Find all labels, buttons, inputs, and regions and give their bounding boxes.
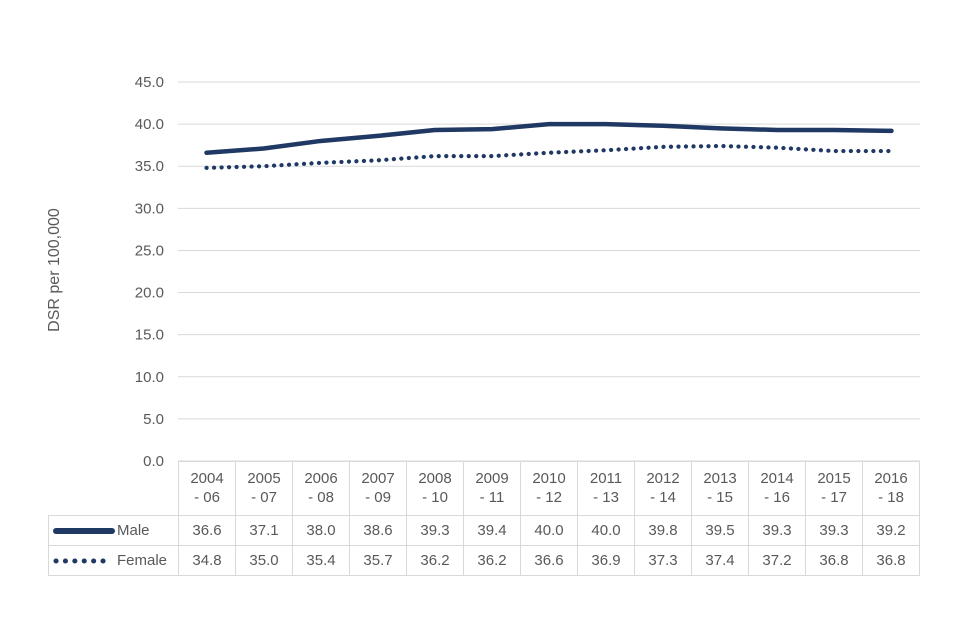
year-header-cell: 2014- 16 [748, 461, 806, 516]
value-cell: 36.8 [805, 545, 863, 576]
year-header-cell: 2013- 15 [691, 461, 749, 516]
series-line-male [204, 121, 894, 155]
value-cell: 39.5 [691, 515, 749, 546]
female-row: Female 34.8 35.0 35.4 35.7 36.2 36.2 36.6 36.9 37… [48, 545, 920, 576]
female-dotted-line-marker [53, 558, 115, 563]
value-cell: 40.0 [577, 515, 635, 546]
y-axis-tick-label: 25.0 [135, 242, 164, 259]
y-axis-tick-label: 20.0 [135, 285, 164, 302]
table-corner-cell [49, 462, 179, 516]
value-cell: 37.4 [691, 545, 749, 576]
value-cell: 39.3 [748, 515, 806, 546]
y-axis-tick-label: 0.0 [143, 453, 164, 470]
value-cell: 34.8 [178, 545, 236, 576]
value-cell: 35.0 [235, 545, 293, 576]
legend-label-female: Female [117, 552, 168, 569]
year-header-cell: 2008- 10 [406, 461, 464, 516]
legend-label-male: Male [117, 522, 150, 539]
year-header-cell: 2016- 18 [862, 461, 920, 516]
year-header-cell: 2015- 17 [805, 461, 863, 516]
value-cell: 39.3 [406, 515, 464, 546]
value-cell: 39.3 [805, 515, 863, 546]
value-cell: 35.7 [349, 545, 407, 576]
y-axis-tick-label: 40.0 [135, 116, 164, 133]
value-cell: 38.6 [349, 515, 407, 546]
value-cell: 39.2 [862, 515, 920, 546]
value-cell: 37.3 [634, 545, 692, 576]
y-axis-tick-label: 45.0 [135, 74, 164, 91]
series-line-female [204, 143, 894, 171]
value-cell: 35.4 [292, 545, 350, 576]
year-header-cell: 2011- 13 [577, 461, 635, 516]
table-header-row: 2004- 06 2005- 07 2006- 08 2007- 09 2008- 10… [49, 461, 920, 516]
year-header-cell: 2010- 12 [520, 461, 578, 516]
year-header-cell: 2012- 14 [634, 461, 692, 516]
y-axis-tick-label: 10.0 [135, 369, 164, 386]
value-cell: 39.8 [634, 515, 692, 546]
male-row: Male 36.6 37.1 38.0 38.6 39.3 39.4 40.0 40.0 39.8… [48, 515, 920, 546]
y-axis-tick-label: 30.0 [135, 200, 164, 217]
y-axis-tick-label: 35.0 [135, 158, 164, 175]
value-cell: 36.8 [862, 545, 920, 576]
value-cell: 36.2 [406, 545, 464, 576]
year-header-cell: 2007- 09 [349, 461, 407, 516]
data-table: 2004- 06 2005- 07 2006- 08 2007- 09 2008- 10… [48, 461, 920, 576]
value-cell: 36.9 [577, 545, 635, 576]
value-cell: 40.0 [520, 515, 578, 546]
year-header-cell: 2005- 07 [235, 461, 293, 516]
male-solid-line-marker [53, 527, 115, 534]
value-cell: 39.4 [463, 515, 521, 546]
year-header-cell: 2006- 08 [292, 461, 350, 516]
year-header-cell: 2009- 11 [463, 461, 521, 516]
value-cell: 36.6 [178, 515, 236, 546]
value-cell: 36.2 [463, 545, 521, 576]
value-cell: 37.2 [748, 545, 806, 576]
value-cell: 36.6 [520, 545, 578, 576]
y-axis-tick-label: 5.0 [143, 411, 164, 428]
value-cell: 38.0 [292, 515, 350, 546]
legend-cell-male: Male [48, 515, 179, 546]
y-axis-tick-label: 15.0 [135, 327, 164, 344]
legend-cell-female: Female [48, 545, 179, 576]
value-cell: 37.1 [235, 515, 293, 546]
year-header-cell: 2004- 06 [178, 461, 236, 516]
